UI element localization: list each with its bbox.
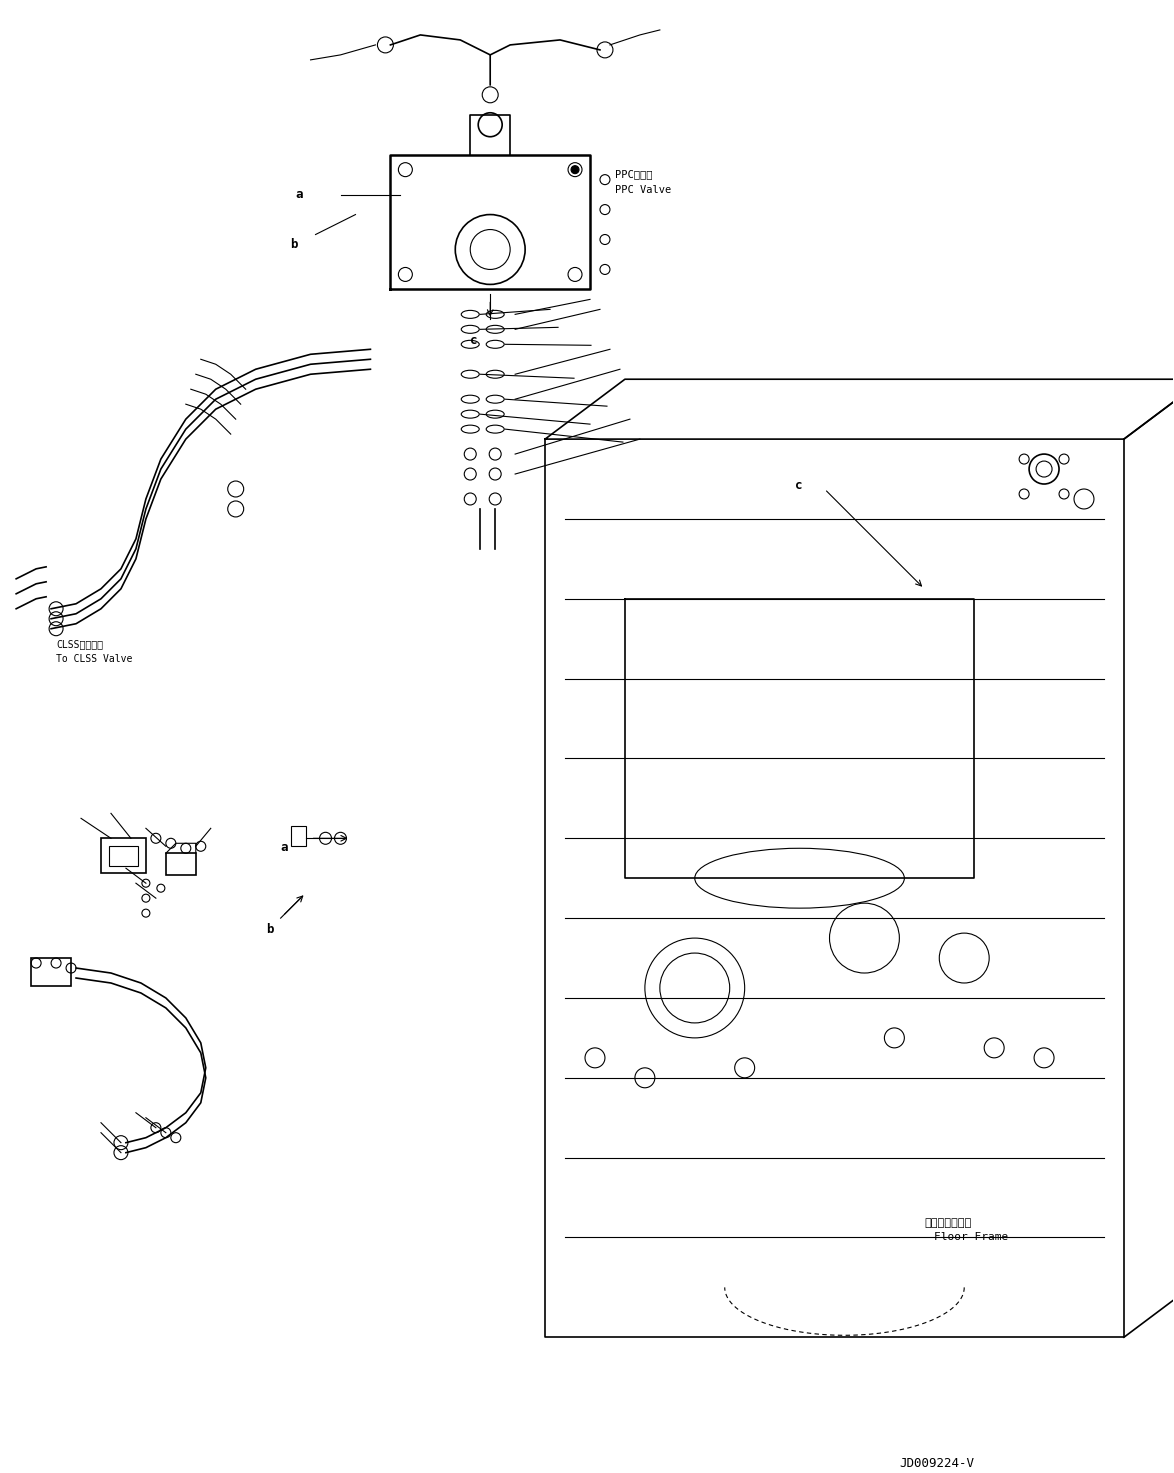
Text: CLSSバルブへ: CLSSバルブへ xyxy=(56,639,103,648)
Text: c: c xyxy=(795,479,802,492)
Bar xyxy=(32,957,72,985)
Text: a: a xyxy=(296,187,303,200)
Circle shape xyxy=(571,165,579,174)
Text: c: c xyxy=(471,334,478,348)
Bar xyxy=(166,853,196,875)
Text: Floor Frame: Floor Frame xyxy=(935,1233,1008,1243)
Text: JD009224-V: JD009224-V xyxy=(899,1457,974,1470)
Text: PPC Valve: PPC Valve xyxy=(615,184,672,194)
Text: a: a xyxy=(281,841,288,854)
Bar xyxy=(109,847,137,866)
Bar xyxy=(101,838,146,873)
Bar xyxy=(291,826,305,847)
Text: フロアフレーム: フロアフレーム xyxy=(924,1218,972,1227)
Text: b: b xyxy=(265,924,274,937)
Text: b: b xyxy=(291,237,298,250)
Text: PPCバルブ: PPCバルブ xyxy=(615,169,653,180)
Text: To CLSS Valve: To CLSS Valve xyxy=(56,654,133,664)
